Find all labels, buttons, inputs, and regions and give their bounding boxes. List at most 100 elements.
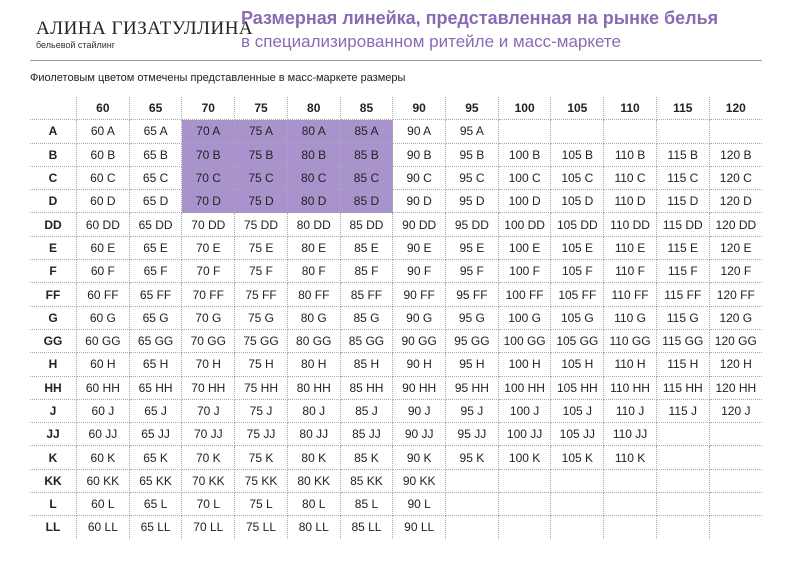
column-header: 70 bbox=[181, 97, 236, 121]
size-cell: 60 G bbox=[76, 305, 130, 330]
size-cell: 60 H bbox=[76, 352, 130, 377]
size-cell: 80 A bbox=[286, 119, 341, 144]
size-cell: 80 H bbox=[286, 352, 341, 377]
size-cell: 75 J bbox=[234, 398, 288, 424]
size-cell: 80 DD bbox=[286, 212, 341, 237]
size-cell: 110 C bbox=[603, 165, 657, 191]
size-cell: 90 E bbox=[392, 235, 447, 261]
size-cell: 70 HH bbox=[181, 375, 236, 400]
size-cell: 60 DD bbox=[76, 212, 130, 237]
size-cell: 100 JJ bbox=[497, 422, 552, 447]
row-header: H bbox=[30, 352, 77, 377]
size-cell: 80 L bbox=[286, 492, 341, 517]
size-cell: 110 HH bbox=[603, 375, 657, 400]
size-cell: 115 FF bbox=[655, 282, 710, 307]
size-cell: 85 DD bbox=[339, 212, 394, 237]
size-cell: 85 C bbox=[339, 165, 394, 191]
size-cell: 75 D bbox=[234, 189, 288, 214]
row-header: F bbox=[30, 259, 77, 284]
size-cell: 70 J bbox=[181, 398, 236, 424]
size-cell: 65 DD bbox=[128, 212, 183, 237]
empty-cell bbox=[655, 468, 710, 494]
size-cell: 65 E bbox=[128, 235, 183, 261]
size-cell: 80 G bbox=[286, 305, 341, 330]
size-cell: 75 F bbox=[234, 259, 288, 284]
size-cell: 65 KK bbox=[128, 468, 183, 494]
size-cell: 80 B bbox=[286, 142, 341, 167]
size-cell: 65 F bbox=[128, 259, 183, 284]
size-cell: 60 K bbox=[76, 445, 130, 470]
size-cell: 60 LL bbox=[76, 515, 130, 539]
size-cell: 75 H bbox=[234, 352, 288, 377]
size-cell: 80 K bbox=[286, 445, 341, 470]
size-cell: 75 LL bbox=[234, 515, 288, 539]
size-cell: 95 JJ bbox=[445, 422, 499, 447]
size-cell: 75 E bbox=[234, 235, 288, 261]
size-cell: 70 E bbox=[181, 235, 236, 261]
brand: АЛИНА ГИЗАТУЛЛИНА bbox=[36, 18, 254, 39]
size-cell: 90 KK bbox=[392, 468, 447, 494]
size-cell: 80 FF bbox=[286, 282, 341, 307]
size-cell: 120 DD bbox=[708, 212, 762, 237]
table-row: LL 60 LL 65 LL 70 LL 75 LL 80 LL 85 LL 90 LL bbox=[30, 515, 762, 539]
size-cell: 105 C bbox=[550, 165, 605, 191]
size-cell: 105 E bbox=[550, 235, 605, 261]
size-cell: 75 L bbox=[234, 492, 288, 517]
size-cell: 60 KK bbox=[76, 468, 130, 494]
size-cell: 120 J bbox=[708, 398, 762, 424]
size-cell: 75 KK bbox=[234, 468, 288, 494]
row-header: K bbox=[30, 445, 77, 470]
size-cell: 100 DD bbox=[497, 212, 552, 237]
empty-cell bbox=[655, 445, 710, 470]
size-cell: 100 E bbox=[497, 235, 552, 261]
size-cell: 95 A bbox=[445, 119, 499, 144]
column-header: 65 bbox=[128, 97, 183, 121]
size-cell: 95 D bbox=[445, 189, 499, 214]
size-cell: 95 GG bbox=[445, 328, 499, 354]
size-cell: 65 LL bbox=[128, 515, 183, 539]
size-cell: 85 K bbox=[339, 445, 394, 470]
header-row: 60 65 70 75 80 85 90 95 100 105 110 115 120 bbox=[30, 97, 762, 121]
row-header: JJ bbox=[30, 422, 77, 447]
size-cell: 60 GG bbox=[76, 328, 130, 354]
empty-cell bbox=[603, 515, 657, 539]
size-cell: 90 GG bbox=[392, 328, 447, 354]
size-cell: 80 LL bbox=[286, 515, 341, 539]
size-cell: 90 FF bbox=[392, 282, 447, 307]
size-cell: 90 H bbox=[392, 352, 447, 377]
empty-cell bbox=[708, 515, 762, 539]
size-cell: 105 J bbox=[550, 398, 605, 424]
size-cell: 70 FF bbox=[181, 282, 236, 307]
size-cell: 65 D bbox=[128, 189, 183, 214]
column-header: 120 bbox=[708, 97, 762, 121]
size-cell: 110 D bbox=[603, 189, 657, 214]
size-cell: 115 D bbox=[655, 189, 710, 214]
size-cell: 85 JJ bbox=[339, 422, 394, 447]
table-row: KK 60 KK 65 KK 70 KK 75 KK 80 KK 85 KK 90 KK bbox=[30, 468, 762, 494]
size-cell: 85 KK bbox=[339, 468, 394, 494]
size-cell: 85 LL bbox=[339, 515, 394, 539]
size-cell: 85 B bbox=[339, 142, 394, 167]
size-cell: 110 E bbox=[603, 235, 657, 261]
size-cell: 105 HH bbox=[550, 375, 605, 400]
size-cell: 60 J bbox=[76, 398, 130, 424]
row-header: A bbox=[30, 119, 77, 144]
size-cell: 80 C bbox=[286, 165, 341, 191]
size-cell: 120 G bbox=[708, 305, 762, 330]
size-cell: 90 JJ bbox=[392, 422, 447, 447]
table-row: A 60 A 65 A 70 A 75 A 80 A 85 A 90 A 95 A bbox=[30, 119, 762, 144]
table-row: E 60 E 65 E 70 E 75 E 80 E 85 E 90 E 95 E 100 E 10… bbox=[30, 235, 762, 261]
size-cell: 75 B bbox=[234, 142, 288, 167]
size-cell: 120 H bbox=[708, 352, 762, 377]
size-cell: 70 JJ bbox=[181, 422, 236, 447]
size-cell: 100 GG bbox=[497, 328, 552, 354]
size-cell: 95 G bbox=[445, 305, 499, 330]
size-cell: 80 D bbox=[286, 189, 341, 214]
empty-cell bbox=[655, 119, 710, 144]
size-cell: 100 H bbox=[497, 352, 552, 377]
column-header: 90 bbox=[392, 97, 447, 121]
row-header: C bbox=[30, 165, 77, 191]
size-cell: 80 E bbox=[286, 235, 341, 261]
size-cell: 90 DD bbox=[392, 212, 447, 237]
size-cell: 85 GG bbox=[339, 328, 394, 354]
